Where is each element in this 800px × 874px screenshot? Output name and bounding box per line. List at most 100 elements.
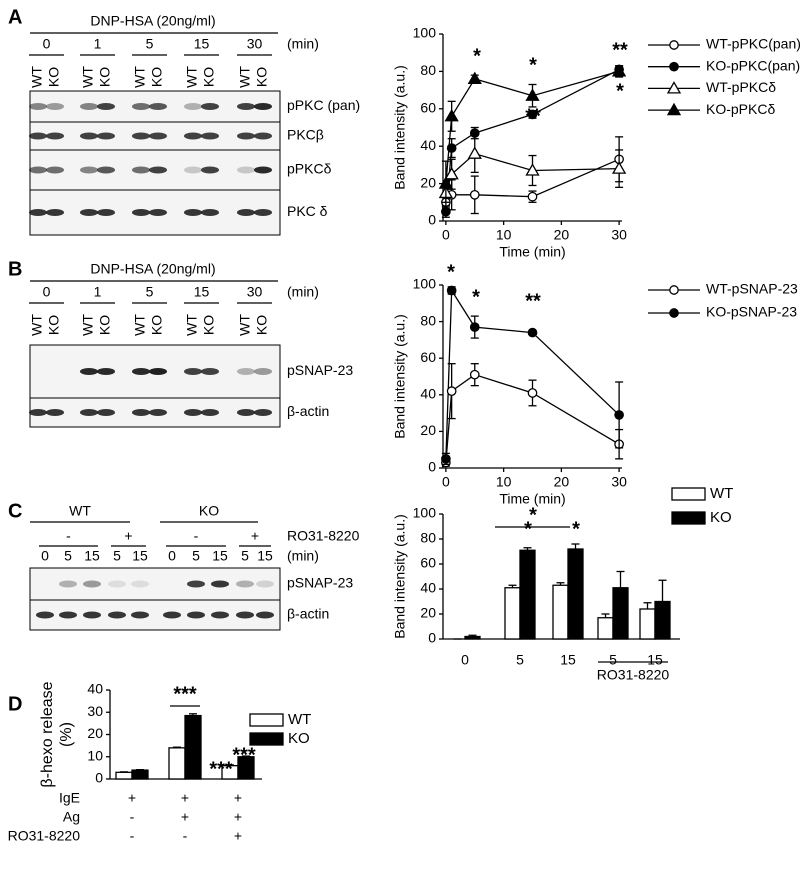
blot-band [211, 611, 229, 619]
y-tick-label: 0 [428, 459, 436, 475]
blot-band [80, 132, 98, 140]
significance: * [529, 54, 537, 76]
marker [669, 61, 679, 72]
blot-band [254, 103, 272, 110]
blot-band [46, 209, 64, 216]
significance: ** [525, 105, 541, 127]
blot-band [36, 611, 54, 619]
condition-sign: + [181, 809, 189, 825]
time-label: 0 [43, 284, 51, 300]
marker [446, 386, 457, 396]
blot-band [236, 611, 254, 619]
blot-band [83, 611, 101, 619]
marker [527, 109, 538, 120]
lane-label: KO [97, 67, 113, 87]
blot-band [201, 166, 219, 174]
band-label: β-actin [287, 606, 329, 622]
blot-band [254, 132, 272, 140]
legend-label: WT [710, 485, 733, 502]
marker [669, 308, 679, 318]
significance: * [472, 286, 480, 308]
blot-band [46, 409, 64, 416]
blot-band [132, 409, 150, 416]
y-tick-label: 10 [87, 747, 103, 763]
band-label: pSNAP-23 [287, 575, 353, 591]
bar [552, 584, 569, 640]
y-axis-label: Band intensity (a.u.) [392, 314, 408, 439]
marker [525, 163, 540, 176]
y-tick-label: 40 [420, 386, 436, 402]
marker [666, 81, 682, 94]
marker [446, 143, 457, 153]
band-label: pSNAP-23 [287, 362, 353, 378]
lane-label: WT [132, 66, 148, 88]
band-label: PKC δ [287, 203, 328, 219]
legend-swatch [249, 732, 284, 746]
treatment-label: DNP-HSA (20ng/ml) [90, 13, 215, 29]
blot-band [149, 209, 167, 216]
legend-label: WT-pPKC(pan) [706, 36, 800, 52]
lane-label: WT [80, 66, 96, 88]
legend-label: KO-pPKC(pan) [706, 57, 800, 73]
lane-label: WT [237, 66, 253, 88]
time-label: 30 [247, 284, 263, 300]
blot-band [29, 103, 47, 110]
blot-band [211, 580, 229, 588]
blot-band [80, 166, 98, 174]
lane-label: KO [97, 315, 113, 335]
lane-label: WT [237, 314, 253, 336]
marker [614, 410, 624, 420]
time-label: 5 [146, 36, 154, 52]
marker [438, 176, 454, 189]
bar [639, 608, 656, 640]
y-tick-label: 100 [413, 276, 437, 292]
marker [441, 453, 451, 464]
x-tick-label: 30 [611, 474, 627, 490]
blot-band [80, 209, 98, 216]
legend-label: KO [288, 730, 310, 747]
x-tick-label: 15 [560, 652, 576, 668]
blot-band [59, 580, 77, 588]
y-tick-label: 80 [420, 530, 436, 546]
condition-sign: - [130, 828, 135, 844]
marker [444, 108, 459, 122]
marker [467, 71, 482, 85]
x-tick-label: 10 [496, 474, 512, 490]
blot-band [184, 368, 202, 375]
blot-band [132, 209, 150, 216]
blot-band [256, 611, 274, 619]
condition-sign: + [234, 828, 242, 844]
significance: * [572, 518, 580, 540]
blot-band [97, 132, 115, 140]
blot-band [80, 409, 98, 416]
blot-band [237, 166, 255, 174]
y-axis-label: (%) [58, 722, 75, 747]
blot-band [46, 103, 64, 110]
blot-band [254, 409, 272, 416]
lane-label: KO [46, 315, 62, 335]
legend-label: WT [288, 711, 311, 728]
blot-band [254, 166, 272, 174]
y-tick-label: 40 [420, 580, 436, 596]
band-label: β-actin [287, 403, 329, 419]
marker [527, 388, 538, 398]
marker [611, 64, 627, 77]
blot-band [108, 580, 126, 588]
condition-label: Ag [63, 809, 80, 825]
y-tick-label: 20 [420, 422, 436, 438]
bar [504, 587, 521, 640]
legend-swatch [671, 511, 706, 525]
y-tick-label: 0 [428, 630, 436, 646]
inhibitor-sign: + [124, 528, 132, 544]
y-tick-label: 40 [420, 137, 436, 153]
blot-band [29, 166, 47, 174]
y-tick-label: 20 [420, 174, 436, 190]
condition-label: IgE [59, 790, 80, 806]
condition-sign: + [234, 790, 242, 806]
significance: ** [612, 39, 628, 61]
bar [131, 769, 149, 780]
x-tick-label: 0 [442, 227, 450, 243]
legend-label: WT-pPKCδ [706, 79, 776, 95]
time-unit: (min) [287, 548, 319, 564]
